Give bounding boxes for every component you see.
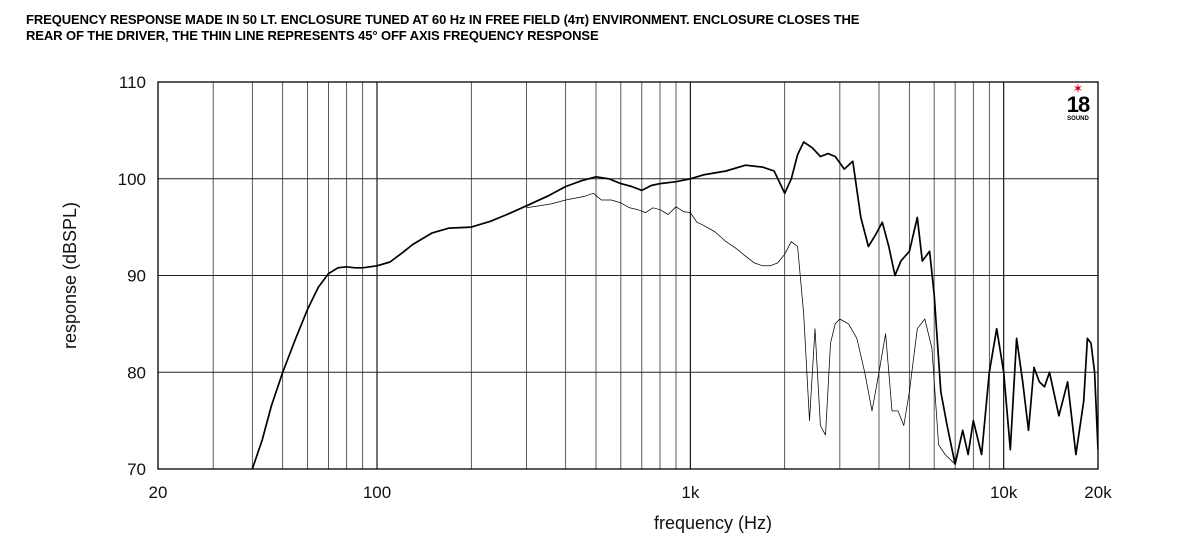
caption-line-1: FREQUENCY RESPONSE MADE IN 50 LT. ENCLOS… [26, 12, 860, 27]
plot-frame [157, 81, 1099, 470]
major-gridlines [158, 82, 1098, 469]
y-axis-title: response (dBSPL) [60, 202, 80, 349]
y-tick-label: 100 [118, 170, 146, 189]
x-tick-label: 20 [149, 483, 168, 502]
x-tick-label: 1k [681, 483, 699, 502]
logo-number: 18 [1066, 92, 1090, 117]
chart-caption: FREQUENCY RESPONSE MADE IN 50 LT. ENCLOS… [26, 12, 1146, 44]
y-tick-label: 90 [127, 267, 146, 286]
x-axis-title: frequency (Hz) [654, 513, 772, 533]
y-tick-label: 70 [127, 460, 146, 479]
x-tick-label: 10k [990, 483, 1018, 502]
y-tick-label: 80 [127, 363, 146, 382]
x-tick-labels: 20 100 1k 10k 20k [149, 483, 1113, 502]
series-layer [251, 141, 1098, 469]
caption-line-2: REAR OF THE DRIVER, THE THIN LINE REPRES… [26, 28, 599, 43]
x-tick-label: 20k [1084, 483, 1112, 502]
off-axis-45-response-line [526, 192, 956, 465]
logo-star-icon: ✶ [1072, 81, 1084, 96]
on-axis-response-line [251, 141, 1098, 469]
brand-logo: ✶ 18 SOUND [1062, 81, 1094, 123]
y-tick-label: 110 [119, 73, 146, 92]
x-tick-label: 100 [363, 483, 391, 502]
y-tick-labels: 70 80 90 100 110 [118, 73, 146, 479]
logo-text: SOUND [1067, 116, 1089, 122]
